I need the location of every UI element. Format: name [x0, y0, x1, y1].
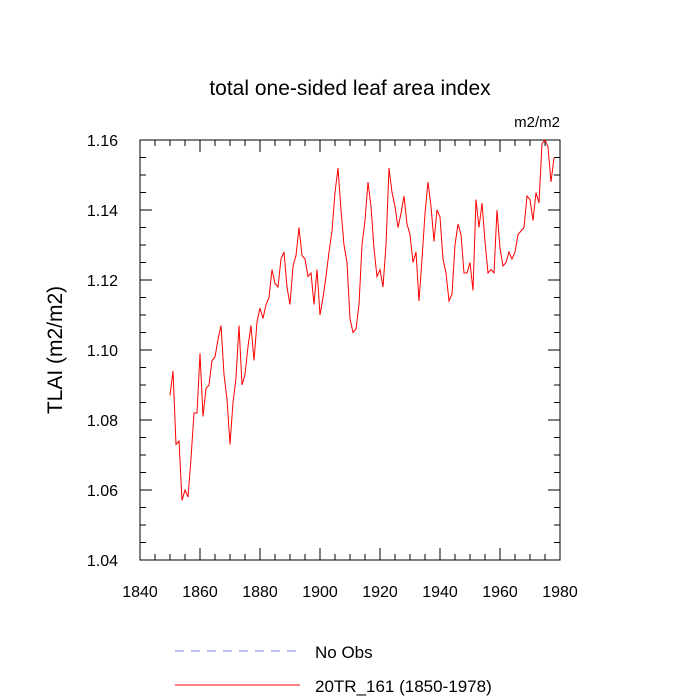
legend: No Obs 20TR_161 (1850-1978)	[175, 643, 492, 696]
x-tick-label: 1900	[302, 584, 338, 601]
y-axis-label: TLAI (m2/m2)	[44, 286, 67, 414]
y-tick-label: 1.08	[87, 413, 118, 430]
series-lines	[169, 139, 555, 501]
x-tick-label: 1920	[362, 584, 398, 601]
chart-title: total one-sided leaf area index	[209, 77, 491, 100]
x-tick-label: 1860	[182, 584, 218, 601]
axis-ticks	[139, 139, 561, 561]
legend-label-20tr161: 20TR_161 (1850-1978)	[315, 677, 492, 696]
x-tick-label: 1960	[482, 584, 518, 601]
plot-frame	[139, 139, 561, 561]
y-tick-label: 1.10	[87, 343, 118, 360]
legend-label-no-obs: No Obs	[315, 643, 373, 662]
y-tick-labels: 1.04 1.06 1.08 1.10 1.12 1.14 1.16	[87, 133, 118, 570]
x-tick-label: 1840	[122, 584, 158, 601]
y-tick-label: 1.12	[87, 273, 118, 290]
x-tick-labels: 1840 1860 1880 1900 1920 1940 1960 1980	[122, 584, 578, 601]
units-label: m2/m2	[514, 114, 560, 131]
x-tick-label: 1940	[422, 584, 458, 601]
y-tick-label: 1.14	[87, 203, 118, 220]
y-tick-label: 1.06	[87, 483, 118, 500]
y-tick-label: 1.04	[87, 553, 118, 570]
x-tick-label: 1980	[542, 584, 578, 601]
x-tick-label: 1880	[242, 584, 278, 601]
y-tick-label: 1.16	[87, 133, 118, 150]
series-line-20tr161	[169, 139, 555, 501]
